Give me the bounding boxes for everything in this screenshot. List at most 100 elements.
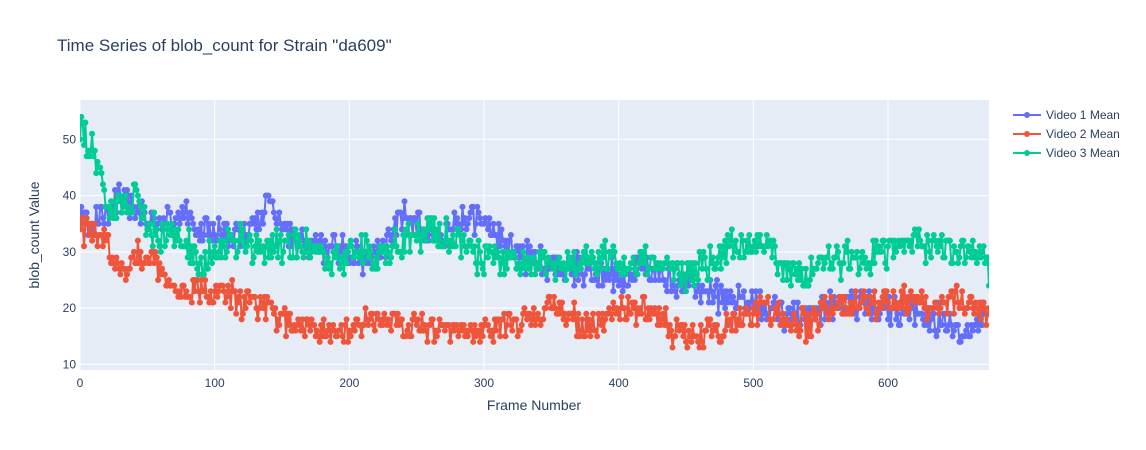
data-point xyxy=(897,299,904,306)
data-point xyxy=(796,333,803,340)
data-point xyxy=(676,327,683,334)
data-point xyxy=(447,237,454,244)
data-point xyxy=(942,299,949,306)
data-point xyxy=(260,305,267,312)
data-point xyxy=(920,299,926,306)
data-point xyxy=(517,271,524,278)
data-point xyxy=(339,232,346,238)
legend-item[interactable]: Video 2 Mean xyxy=(1013,127,1120,141)
legend-item[interactable]: Video 1 Mean xyxy=(1013,108,1120,122)
data-point xyxy=(392,226,399,233)
data-point xyxy=(761,248,768,255)
data-point xyxy=(765,243,772,250)
data-point xyxy=(330,322,337,328)
data-point xyxy=(848,310,855,317)
data-point xyxy=(941,254,948,261)
data-point xyxy=(280,310,287,317)
data-point xyxy=(946,237,953,244)
y-tick-label: 30 xyxy=(63,245,77,259)
data-point xyxy=(542,271,549,278)
data-point xyxy=(455,333,462,340)
legend-item[interactable]: Video 3 Mean xyxy=(1013,146,1120,160)
data-point xyxy=(746,232,753,238)
data-point xyxy=(631,299,638,306)
data-point xyxy=(472,333,479,340)
data-point xyxy=(727,237,734,244)
data-point xyxy=(610,299,617,306)
data-point xyxy=(568,271,575,278)
data-point xyxy=(393,243,400,250)
data-point xyxy=(615,282,622,289)
data-point xyxy=(815,260,821,267)
data-point xyxy=(468,327,475,334)
data-point xyxy=(320,248,327,255)
data-point xyxy=(763,299,770,306)
data-point xyxy=(261,209,268,216)
data-point xyxy=(117,271,124,278)
data-point xyxy=(95,220,102,227)
data-point xyxy=(967,248,974,255)
data-point xyxy=(938,232,945,238)
data-point xyxy=(307,327,314,334)
data-point xyxy=(969,327,976,334)
data-point xyxy=(723,310,730,317)
data-point xyxy=(885,243,891,250)
data-point xyxy=(738,232,745,238)
data-point xyxy=(680,333,687,340)
data-point xyxy=(323,260,330,267)
data-point xyxy=(922,260,929,267)
data-point xyxy=(401,248,408,255)
data-point xyxy=(872,316,879,323)
data-point xyxy=(105,203,112,210)
data-point xyxy=(615,310,622,317)
data-point xyxy=(669,260,676,267)
data-point xyxy=(727,288,734,295)
data-point xyxy=(913,232,920,238)
data-point xyxy=(606,305,613,312)
data-point xyxy=(693,271,700,278)
data-point xyxy=(482,316,489,323)
data-point xyxy=(223,220,230,227)
data-point xyxy=(924,322,931,328)
data-point xyxy=(99,243,106,250)
data-point xyxy=(563,322,570,328)
data-point xyxy=(784,316,790,323)
data-point xyxy=(374,265,381,272)
data-point xyxy=(354,248,361,255)
data-point xyxy=(731,243,738,250)
data-point xyxy=(856,305,863,312)
data-point xyxy=(541,248,548,255)
data-point xyxy=(549,265,556,272)
data-point xyxy=(773,310,780,317)
data-point xyxy=(571,248,578,255)
data-point xyxy=(652,305,658,312)
data-point xyxy=(307,254,314,261)
legend-marker-swatch xyxy=(1024,150,1030,156)
data-point xyxy=(691,282,698,289)
data-point xyxy=(433,226,440,233)
data-point xyxy=(955,260,961,267)
data-point xyxy=(829,310,836,317)
data-point xyxy=(590,310,597,317)
data-point xyxy=(697,322,704,328)
data-point xyxy=(973,305,980,312)
data-point xyxy=(835,248,842,255)
data-point xyxy=(326,265,333,272)
data-point xyxy=(788,327,794,334)
data-point xyxy=(918,310,925,317)
data-point xyxy=(394,310,401,317)
data-point xyxy=(435,327,442,334)
data-point xyxy=(436,316,443,323)
data-point xyxy=(848,288,855,295)
data-point xyxy=(730,254,737,261)
data-point xyxy=(229,277,236,283)
data-point xyxy=(898,288,905,295)
data-point xyxy=(963,327,970,334)
legend-label: Video 2 Mean xyxy=(1046,127,1120,141)
data-point xyxy=(984,310,989,317)
data-point xyxy=(965,299,972,306)
data-point xyxy=(735,282,742,289)
data-point xyxy=(975,310,982,317)
data-point xyxy=(459,203,466,210)
y-tick-label: 50 xyxy=(63,132,77,146)
